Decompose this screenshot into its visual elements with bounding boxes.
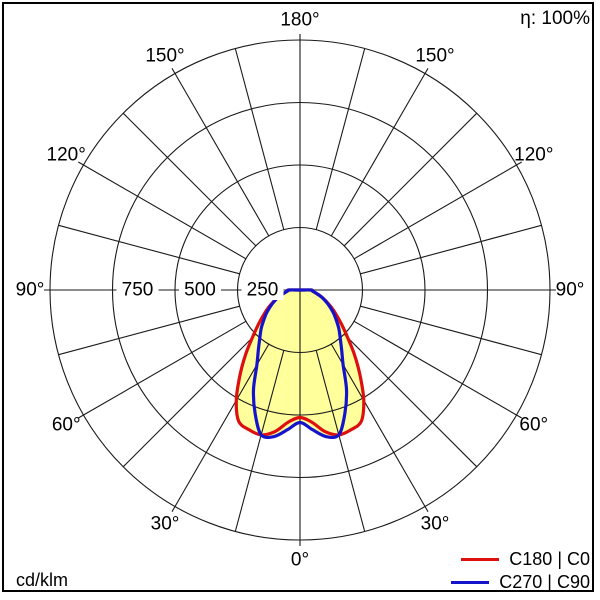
legend-label-c270-c90: C270 | C90 bbox=[499, 572, 590, 592]
angle-label-60-left: 60° bbox=[52, 415, 81, 436]
grid-spoke bbox=[58, 305, 240, 356]
radial-label-mask bbox=[116, 280, 159, 300]
angle-label-0-right: 0° bbox=[291, 550, 309, 571]
angle-label-120-left: 120° bbox=[47, 145, 86, 166]
grid-spoke bbox=[234, 350, 285, 532]
grid-tick bbox=[78, 414, 84, 419]
radial-label-500: 500 bbox=[184, 280, 216, 301]
angle-label-150-left: 150° bbox=[145, 46, 184, 67]
legend-line-blue bbox=[451, 580, 490, 584]
radial-label-750: 750 bbox=[122, 280, 154, 301]
legend-line-red bbox=[461, 557, 500, 561]
grid-tick bbox=[424, 68, 429, 74]
legend-label-c180-c0: C180 | C0 bbox=[509, 549, 590, 569]
angle-label-60-right: 60° bbox=[519, 415, 548, 436]
angle-label-30-right: 30° bbox=[421, 513, 450, 534]
grid-spoke bbox=[174, 73, 270, 237]
radial-label-mask bbox=[179, 280, 221, 300]
efficiency-label: η: 100% bbox=[520, 8, 590, 29]
legend: C180 | C0 C270 | C90 bbox=[451, 549, 590, 592]
grid-spoke bbox=[343, 112, 478, 247]
grid-tick bbox=[78, 161, 84, 166]
grid-spoke bbox=[234, 48, 285, 230]
grid-spoke bbox=[122, 112, 257, 247]
angle-label-90-right: 90° bbox=[556, 280, 585, 301]
legend-item-c270-c90: C270 | C90 bbox=[451, 572, 590, 592]
grid-spoke bbox=[360, 305, 542, 356]
grid-spoke bbox=[353, 164, 517, 260]
radial-label-250: 250 bbox=[247, 280, 279, 301]
grid-spoke bbox=[315, 350, 366, 532]
legend-item-c180-c0: C180 | C0 bbox=[461, 549, 590, 569]
grid-spoke bbox=[330, 73, 426, 237]
grid-spoke bbox=[353, 320, 517, 416]
angle-labels: 0° 30° 30° 60° 60° 90° 90° 120° 120° 150° 150° 180° bbox=[16, 10, 585, 571]
grid-tick bbox=[171, 68, 176, 74]
unit-label: cd/klm bbox=[16, 570, 69, 590]
grid-spoke bbox=[315, 48, 366, 230]
grid-tick bbox=[516, 161, 522, 166]
grid-tick bbox=[424, 506, 429, 512]
grid-spoke bbox=[83, 320, 247, 416]
grid-spoke bbox=[174, 343, 270, 507]
grid-spoke bbox=[83, 164, 247, 260]
grid-spoke bbox=[122, 333, 257, 468]
radial-labels: 250 500 750 bbox=[116, 280, 284, 301]
angle-label-30-left: 30° bbox=[151, 513, 180, 534]
angle-label-120-right: 120° bbox=[514, 145, 553, 166]
grid-spoke bbox=[58, 224, 240, 275]
grid-spoke bbox=[360, 224, 542, 275]
angle-label-150-right: 150° bbox=[415, 46, 454, 67]
grid-spoke bbox=[343, 333, 478, 468]
angle-label-90-left: 90° bbox=[16, 280, 45, 301]
grid-spoke bbox=[330, 343, 426, 507]
grid-tick bbox=[516, 414, 522, 419]
grid-tick bbox=[171, 506, 176, 512]
angle-label-180-right: 180° bbox=[280, 10, 319, 31]
radial-label-mask bbox=[241, 280, 284, 300]
